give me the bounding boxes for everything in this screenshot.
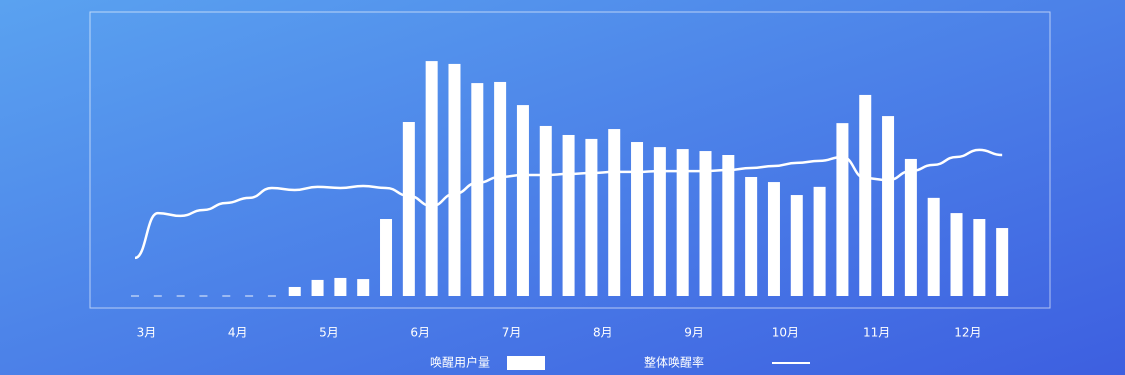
bar — [608, 129, 621, 296]
bar — [471, 83, 484, 296]
bar — [562, 134, 575, 296]
line — [134, 148, 1003, 260]
bar — [699, 151, 712, 296]
bar — [516, 105, 529, 296]
bar — [585, 138, 598, 296]
bar — [767, 182, 780, 296]
x-tick-label: 5月 — [319, 326, 339, 340]
bar — [334, 277, 347, 296]
x-tick-label: 12月 — [954, 326, 981, 340]
bar — [357, 279, 370, 296]
x-tick-label: 10月 — [772, 326, 799, 340]
bar — [859, 94, 872, 297]
bar — [653, 147, 666, 296]
bar — [380, 219, 393, 296]
bar — [402, 122, 415, 296]
plot-frame — [89, 11, 1051, 309]
bar — [790, 195, 803, 296]
bar — [904, 158, 917, 296]
bar — [288, 286, 301, 296]
x-tick-label: 3月 — [137, 326, 157, 340]
x-tick-label: 4月 — [228, 326, 248, 340]
bar — [722, 155, 735, 296]
bar — [813, 186, 826, 296]
bar — [996, 228, 1009, 296]
bar — [425, 61, 438, 297]
bar — [676, 149, 689, 296]
bar — [836, 123, 849, 296]
plot — [131, 61, 1009, 297]
x-tick-label: 7月 — [502, 326, 522, 340]
bar — [973, 219, 986, 296]
bar — [539, 125, 552, 296]
x-tick-label: 9月 — [684, 326, 704, 340]
bar — [311, 279, 324, 296]
bar — [882, 116, 895, 296]
x-tick-label: 11月 — [863, 326, 890, 340]
bar — [631, 142, 644, 296]
x-tick-label: 8月 — [593, 326, 613, 340]
bar — [494, 81, 507, 296]
bar — [745, 176, 758, 296]
legend-label: 整体唤醒率 — [644, 355, 704, 370]
bar — [448, 63, 461, 296]
bar — [950, 213, 963, 296]
x-tick-label: 6月 — [410, 326, 430, 340]
legend-label: 唤醒用户量 — [430, 355, 490, 370]
legend-swatch-bar — [507, 356, 545, 370]
bar — [927, 197, 940, 296]
